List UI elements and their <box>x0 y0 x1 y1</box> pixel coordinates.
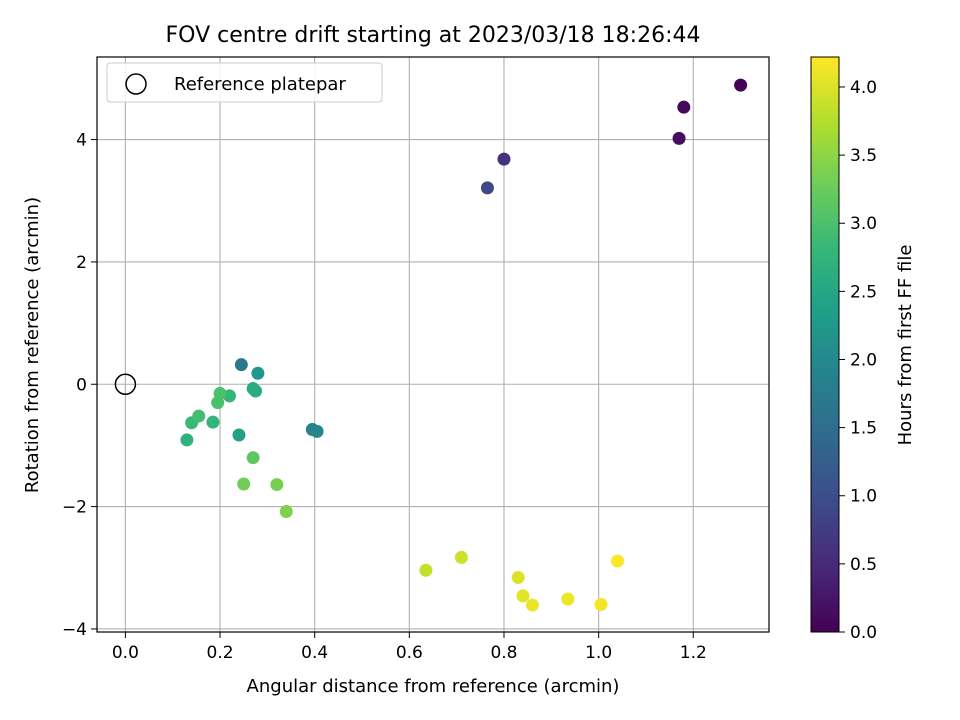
legend-marker <box>125 73 147 95</box>
x-tick-label: 0.0 <box>112 643 139 663</box>
colorbar-label: Hours from first FF file <box>895 245 916 446</box>
data-point <box>561 592 575 606</box>
data-point <box>237 477 251 491</box>
data-point <box>279 504 293 518</box>
data-point <box>454 550 468 564</box>
y-tick-label: −2 <box>62 498 87 518</box>
data-point <box>516 589 530 603</box>
x-axis: 0.0 0.2 0.4 0.6 0.8 1.0 1.2 <box>112 632 707 663</box>
data-point <box>497 152 511 166</box>
y-tick-label: 2 <box>76 253 87 273</box>
chart-title: FOV centre drift starting at 2023/03/18 … <box>166 23 701 48</box>
data-point <box>234 358 248 372</box>
x-tick-label: 0.4 <box>301 643 328 663</box>
data-point <box>525 598 539 612</box>
colorbar-tick-label: 3.0 <box>850 214 877 234</box>
data-point <box>232 428 246 442</box>
colorbar-gradient <box>810 56 840 633</box>
colorbar-tick-label: 3.5 <box>850 146 877 166</box>
colorbar-tick-label: 0.5 <box>850 555 877 575</box>
y-axis: −4 −2 0 2 4 <box>62 131 97 640</box>
data-point <box>419 563 433 577</box>
data-point <box>677 100 691 114</box>
data-point <box>270 478 284 492</box>
data-point <box>310 424 324 438</box>
data-point <box>206 415 220 429</box>
data-point <box>249 384 263 398</box>
x-tick-label: 0.6 <box>396 643 423 663</box>
colorbar-tick-label: 1.0 <box>850 487 877 507</box>
colorbar-tick-label: 2.5 <box>850 282 877 302</box>
colorbar-tick-label: 4.0 <box>850 78 877 98</box>
data-point <box>180 433 194 447</box>
x-tick-label: 1.2 <box>680 643 707 663</box>
reference-platepar-marker <box>114 373 137 396</box>
data-point <box>511 571 525 585</box>
data-points <box>114 78 748 612</box>
legend-box <box>106 62 383 103</box>
data-point <box>192 409 206 423</box>
data-point <box>251 366 265 380</box>
y-tick-label: −4 <box>62 620 87 640</box>
colorbar-tick-label: 1.5 <box>850 419 877 439</box>
y-tick-label: 4 <box>76 131 87 151</box>
colorbar: 0.0 0.5 1.0 1.5 2.0 2.5 3.0 3.5 4.0 Hours from f… <box>810 56 916 643</box>
data-point <box>672 131 686 145</box>
colorbar-tick-label: 0.0 <box>850 623 877 643</box>
data-point <box>246 451 260 465</box>
x-tick-label: 1.0 <box>585 643 612 663</box>
y-tick-label: 0 <box>76 375 87 395</box>
data-point <box>734 78 748 92</box>
y-axis-label: Rotation from reference (arcmin) <box>22 197 43 493</box>
plot-area <box>96 56 770 633</box>
data-point <box>611 554 625 568</box>
data-point <box>480 181 494 195</box>
colorbar-tick-label: 2.0 <box>850 350 877 370</box>
legend-label: Reference platepar <box>174 74 346 95</box>
legend: Reference platepar <box>106 62 383 103</box>
colorbar-ticks: 0.0 0.5 1.0 1.5 2.0 2.5 3.0 3.5 4.0 <box>839 78 877 643</box>
x-axis-label: Angular distance from reference (arcmin) <box>247 676 620 697</box>
x-tick-label: 0.2 <box>207 643 234 663</box>
x-tick-label: 0.8 <box>490 643 517 663</box>
data-point <box>211 396 225 410</box>
grid <box>97 57 769 632</box>
data-point <box>594 597 608 611</box>
